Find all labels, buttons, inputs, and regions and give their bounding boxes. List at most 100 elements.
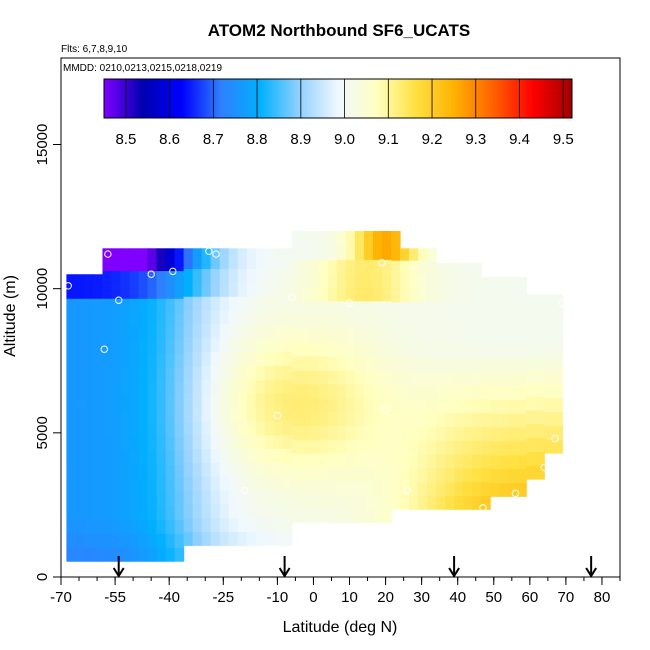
- heatmap-cell: [309, 494, 320, 509]
- heatmap-cell: [381, 480, 392, 496]
- heatmap-cell: [372, 480, 383, 496]
- heatmap-cell: [544, 397, 554, 413]
- heatmap-cell: [363, 508, 374, 523]
- heatmap-cell: [354, 231, 365, 233]
- heatmap-cell: [309, 369, 320, 385]
- y-tick-label: 15000: [34, 124, 51, 166]
- heatmap-cell: [228, 365, 239, 380]
- heatmap-cell: [544, 439, 554, 454]
- heatmap-cell: [309, 508, 320, 523]
- heatmap-cell: [553, 411, 563, 426]
- heatmap-cell: [508, 468, 518, 484]
- heatmap-cell: [255, 503, 266, 519]
- heatmap-cell: [66, 325, 77, 341]
- heatmap-cell: [111, 353, 122, 368]
- heatmap-cell: [174, 381, 185, 396]
- heatmap-cell: [345, 466, 356, 482]
- heatmap-cell: [300, 383, 311, 399]
- heatmap-cell: [300, 425, 311, 440]
- heatmap-cell: [300, 273, 311, 288]
- heatmap-cell: [318, 494, 329, 509]
- heatmap-cell: [156, 422, 167, 438]
- heatmap-cell: [75, 436, 86, 452]
- heatmap-cell: [508, 330, 518, 345]
- heatmap-cell: [436, 301, 446, 317]
- heatmap-cell: [264, 254, 275, 270]
- heatmap-cell: [490, 330, 500, 345]
- heatmap-cell: [445, 315, 455, 330]
- heatmap-cell: [400, 426, 410, 441]
- heatmap-cell: [66, 381, 77, 396]
- heatmap-cell: [381, 411, 392, 426]
- heatmap-cell: [418, 343, 428, 358]
- heatmap-cell: [427, 301, 437, 317]
- heatmap-cell: [336, 508, 347, 523]
- heatmap-cell: [237, 268, 248, 283]
- heatmap-cell: [111, 519, 122, 535]
- heatmap-cell: [120, 491, 131, 507]
- heatmap-cell: [318, 425, 329, 440]
- heatmap-cell: [372, 453, 383, 468]
- heatmap-cell: [147, 381, 158, 396]
- heatmap-cell: [111, 422, 122, 438]
- heatmap-cell: [291, 231, 302, 233]
- heatmap-cell: [174, 353, 185, 368]
- heatmap-cell: [102, 505, 113, 521]
- heatmap-cell: [418, 453, 428, 469]
- heatmap-cell: [463, 287, 473, 303]
- heatmap-cell: [354, 342, 365, 357]
- heatmap-cell: [174, 270, 185, 285]
- heatmap-cell: [517, 385, 527, 400]
- heatmap-cell: [282, 365, 293, 380]
- heatmap-cell: [381, 494, 392, 509]
- heatmap-cell: [111, 298, 122, 313]
- heatmap-cell: [228, 517, 239, 533]
- heatmap-cell: [165, 478, 176, 493]
- heatmap-cell: [237, 448, 248, 463]
- heatmap-cell: [445, 398, 455, 413]
- heatmap-cell: [102, 547, 113, 562]
- heatmap-cell: [463, 343, 473, 358]
- heatmap-cell: [237, 517, 248, 533]
- heatmap-cell: [183, 379, 194, 394]
- heatmap-cell: [246, 406, 257, 422]
- heatmap-cell: [327, 259, 338, 274]
- heatmap-cell: [93, 533, 104, 548]
- heatmap-cell: [300, 231, 311, 247]
- heatmap-cell: [499, 454, 509, 470]
- heatmap-cell: [418, 412, 428, 427]
- heatmap-cell: [427, 440, 437, 455]
- heatmap-cell: [481, 329, 491, 344]
- heatmap-cell: [246, 448, 257, 463]
- heatmap-cell: [75, 519, 86, 535]
- heatmap-cell: [454, 426, 464, 441]
- heatmap-cell: [481, 287, 491, 303]
- heatmap-cell: [255, 254, 266, 270]
- heatmap-cell: [318, 273, 329, 288]
- heatmap-cell: [111, 248, 122, 258]
- heatmap-cell: [454, 343, 464, 358]
- heatmap-cell: [436, 287, 446, 303]
- heatmap-cell: [481, 315, 491, 330]
- heatmap-cell: [390, 481, 401, 497]
- heatmap-cell: [192, 296, 203, 311]
- heatmap-cell: [219, 531, 230, 546]
- heatmap-cell: [481, 440, 491, 455]
- heatmap-cell: [508, 302, 518, 317]
- heatmap-cell: [436, 357, 446, 372]
- heatmap-cell: [264, 379, 275, 394]
- heatmap-cell: [120, 505, 131, 521]
- heatmap-cell: [138, 395, 149, 410]
- heatmap-cell: [418, 260, 428, 275]
- heatmap-cell: [345, 480, 356, 496]
- heatmap-cell: [84, 547, 95, 562]
- heatmap-cell: [246, 434, 257, 450]
- heatmap-cell: [219, 365, 230, 380]
- heatmap-cell: [219, 254, 230, 270]
- heatmap-cell: [255, 310, 266, 325]
- heatmap-cell: [354, 314, 365, 330]
- heatmap-cell: [282, 268, 293, 283]
- heatmap-cell: [102, 353, 113, 368]
- heatmap-cell: [102, 519, 113, 535]
- heatmap-cell: [300, 369, 311, 385]
